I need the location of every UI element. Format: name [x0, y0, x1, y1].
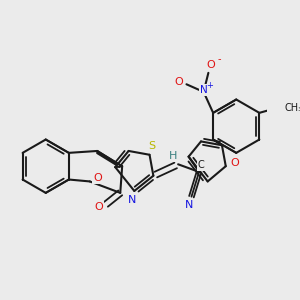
Text: N: N	[184, 200, 193, 210]
Text: O: O	[207, 60, 216, 70]
Text: CH₃: CH₃	[284, 103, 300, 113]
Text: O: O	[94, 202, 103, 212]
Text: H: H	[169, 151, 178, 161]
Text: C: C	[198, 160, 204, 170]
Text: O: O	[93, 172, 102, 183]
Text: O: O	[230, 158, 239, 168]
Text: S: S	[148, 141, 155, 151]
Text: +: +	[206, 81, 213, 90]
Text: N: N	[200, 85, 208, 95]
Text: -: -	[217, 55, 220, 64]
Text: N: N	[128, 194, 136, 205]
Text: O: O	[175, 77, 183, 87]
